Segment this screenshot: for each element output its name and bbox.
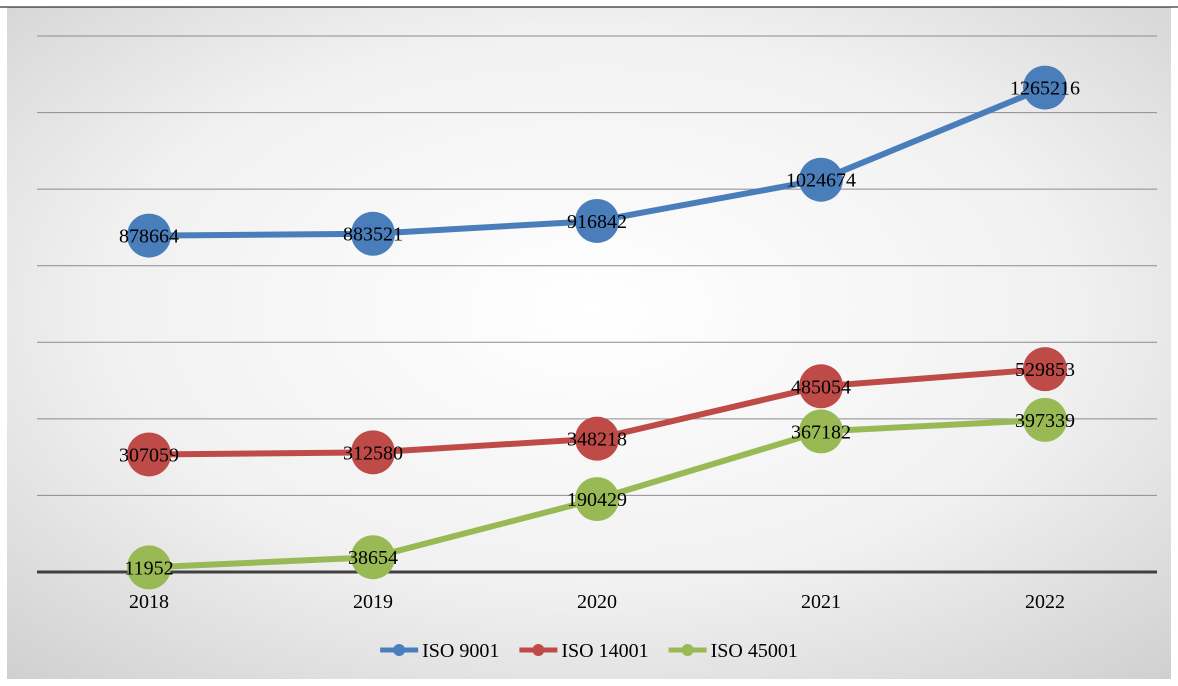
data-point: [1023, 347, 1067, 392]
data-point: [127, 432, 171, 477]
data-label: 38654: [348, 547, 398, 569]
data-point: [575, 198, 619, 243]
data-label: 307059: [119, 444, 179, 466]
data-label: 397339: [1015, 410, 1075, 432]
x-axis: 2018 2019 2020 2021 2022: [37, 570, 1157, 613]
x-tick-label: 2020: [577, 591, 617, 613]
x-tick-label: 2019: [353, 591, 393, 613]
data-point: [351, 211, 395, 256]
legend: ISO 9001 ISO 14001 ISO 45001: [380, 640, 798, 662]
data-label: 883521: [343, 224, 403, 246]
data-point: [127, 545, 171, 590]
data-point: [799, 409, 843, 454]
legend-swatch-marker: [393, 644, 406, 656]
data-point: [351, 430, 395, 475]
data-point: [575, 416, 619, 461]
x-tick-label: 2022: [1025, 591, 1065, 613]
legend-label: ISO 45001: [711, 640, 798, 662]
x-tick-label: 2021: [801, 591, 841, 613]
data-label: 348218: [567, 429, 627, 451]
data-label: 367182: [791, 421, 851, 443]
legend-swatch-marker: [681, 644, 694, 656]
data-label: 1265216: [1010, 78, 1080, 100]
data-label: 1024674: [786, 170, 856, 192]
data-label: 485054: [791, 376, 851, 398]
legend-swatch-marker: [532, 644, 545, 656]
data-label: 190429: [567, 489, 627, 511]
legend-label: ISO 14001: [561, 640, 648, 662]
legend-label: ISO 9001: [422, 640, 499, 662]
data-labels: 878664 883521 916842 1024674 1265216 307059 31…: [119, 78, 1080, 580]
data-point: [799, 157, 843, 202]
data-point: [799, 364, 843, 409]
data-point: [1023, 397, 1067, 442]
data-label: 529853: [1015, 359, 1075, 381]
data-point: [575, 477, 619, 522]
data-point: [351, 535, 395, 580]
data-label: 878664: [119, 226, 179, 248]
data-label: 312580: [343, 442, 403, 464]
data-label: 916842: [567, 211, 627, 233]
data-point: [1023, 65, 1067, 110]
x-tick-label: 2018: [129, 591, 169, 613]
series-lines: [127, 65, 1067, 590]
data-point: [127, 213, 171, 258]
data-label: 11952: [124, 557, 173, 579]
